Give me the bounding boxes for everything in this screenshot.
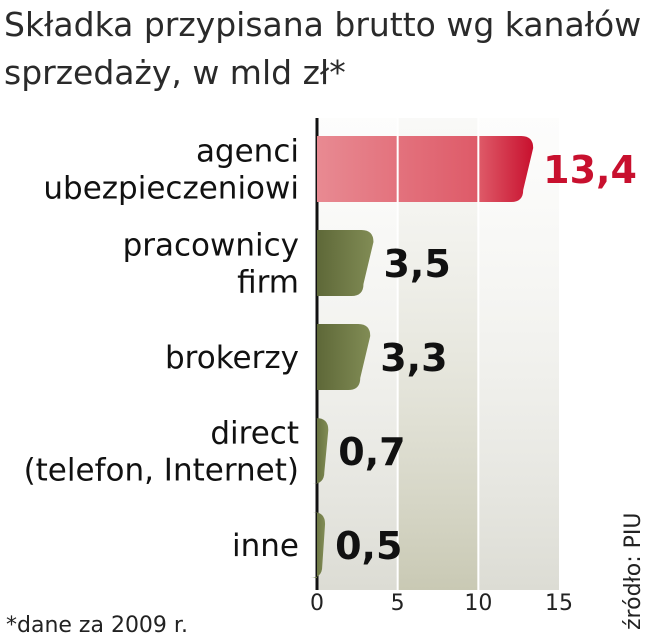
x-tick-label: 0 — [310, 591, 324, 616]
category-label: ubezpieczeniowi — [43, 171, 299, 207]
category-label: pracownicy — [123, 228, 299, 264]
source-label: źródło: PIU — [621, 512, 646, 630]
value-label: 3,3 — [380, 336, 447, 380]
bar-1 — [317, 230, 374, 296]
x-axis-ticks: 0 5 10 15 — [310, 591, 573, 616]
category-label: direct — [210, 416, 299, 452]
x-tick-label: 10 — [464, 591, 492, 616]
value-label: 0,5 — [335, 524, 402, 568]
chart-title-line-1: Składka przypisana brutto wg kanałów — [4, 5, 641, 44]
category-label: agenci — [196, 134, 299, 170]
chart-title-line-2: sprzedaży, w mld zł* — [4, 53, 346, 92]
bar-2 — [317, 324, 371, 390]
category-label: inne — [232, 528, 299, 564]
value-label: 13,4 — [543, 148, 637, 192]
category-label: brokerzy — [165, 340, 299, 376]
bar-4 — [310, 512, 326, 578]
category-label: firm — [237, 265, 299, 301]
bar-3 — [312, 418, 329, 484]
x-tick-label: 15 — [545, 591, 573, 616]
footnote: *dane za 2009 r. — [6, 613, 188, 638]
category-label: (telefon, Internet) — [24, 453, 299, 489]
x-tick-label: 5 — [391, 591, 405, 616]
value-label: 3,5 — [383, 242, 450, 286]
value-label: 0,7 — [338, 430, 405, 474]
bar-0 — [317, 136, 534, 202]
value-labels: 13,4 3,5 3,3 0,7 0,5 — [335, 148, 637, 568]
bars — [310, 136, 534, 578]
